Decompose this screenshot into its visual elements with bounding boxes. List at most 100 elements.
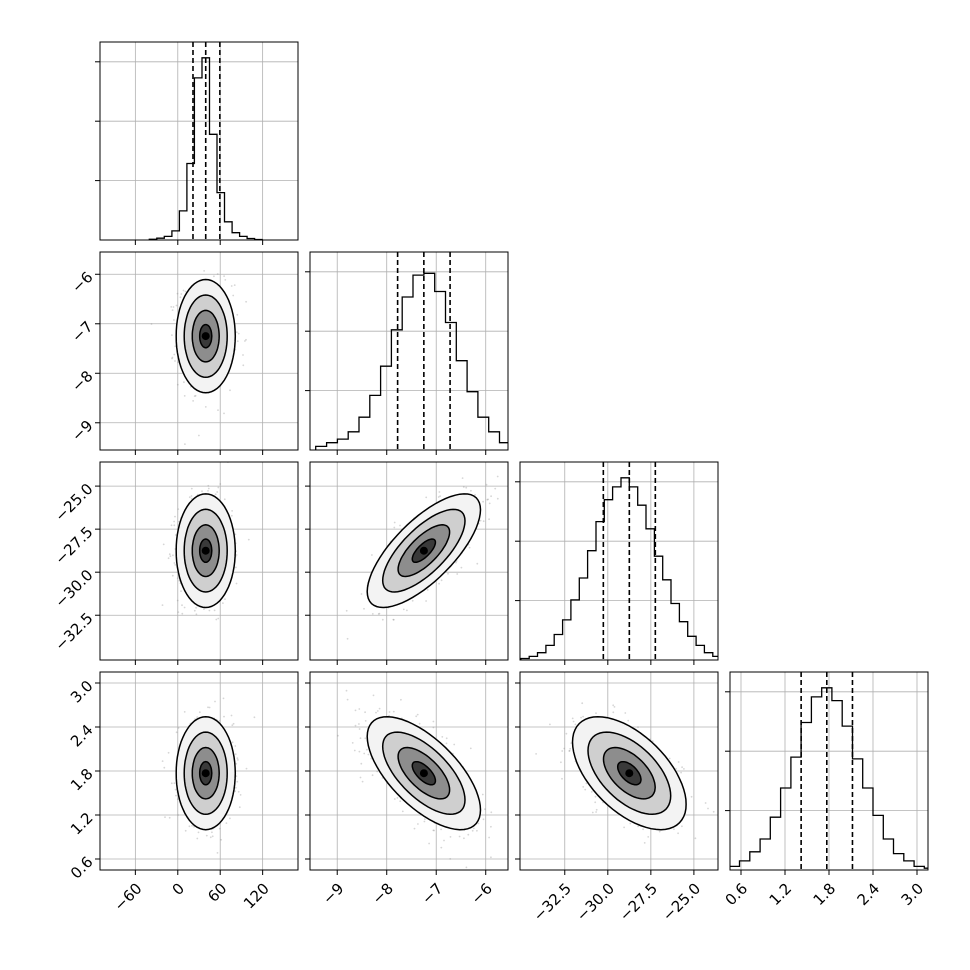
sample-point xyxy=(358,723,360,725)
sample-point xyxy=(222,602,224,604)
sample-point xyxy=(358,750,361,753)
sample-point xyxy=(207,490,209,492)
sample-point xyxy=(161,604,164,606)
sample-point xyxy=(211,835,214,838)
sample-point xyxy=(565,732,568,735)
y-tick-label: 3.0 xyxy=(67,677,97,707)
sample-point xyxy=(220,838,223,841)
sample-point xyxy=(245,300,248,303)
sample-point xyxy=(175,731,178,734)
sample-point xyxy=(176,292,179,295)
sample-point xyxy=(247,538,250,541)
sample-point xyxy=(535,753,537,755)
sample-point xyxy=(231,741,234,744)
sample-point xyxy=(171,574,174,577)
sample-point xyxy=(174,534,177,536)
sample-point xyxy=(453,743,456,746)
y-tick-label: −6 xyxy=(68,268,96,296)
sample-point xyxy=(359,737,362,740)
panel-frame xyxy=(99,251,299,451)
sample-point xyxy=(351,742,354,744)
sample-point xyxy=(180,590,182,592)
sample-point xyxy=(184,829,187,832)
sample-point xyxy=(568,749,571,752)
sample-point xyxy=(234,786,237,789)
sample-point xyxy=(208,609,211,612)
sample-point xyxy=(213,609,216,612)
sample-point xyxy=(363,607,365,610)
sample-point xyxy=(177,361,179,364)
sample-point xyxy=(223,275,226,277)
y-tick-label: −8 xyxy=(68,367,96,395)
sample-point xyxy=(680,771,682,774)
sample-point xyxy=(438,582,440,585)
sample-point xyxy=(188,825,191,828)
sample-point xyxy=(582,786,585,788)
x-tick-label: −8 xyxy=(369,880,397,908)
sample-point xyxy=(168,816,171,819)
sample-point xyxy=(176,599,179,602)
sample-point xyxy=(367,753,370,756)
sample-point xyxy=(581,702,584,705)
sample-point xyxy=(468,546,471,549)
sample-point xyxy=(371,774,374,777)
sample-point xyxy=(377,613,380,615)
sample-point xyxy=(179,296,182,299)
sample-point xyxy=(177,611,180,613)
sample-point xyxy=(216,491,219,493)
sample-point xyxy=(440,579,443,582)
sample-point xyxy=(361,780,364,783)
sample-point xyxy=(193,609,196,612)
sample-point xyxy=(612,704,615,707)
sample-point xyxy=(209,836,212,839)
sample-point xyxy=(371,554,373,556)
sample-point xyxy=(236,340,239,343)
sample-point xyxy=(193,395,196,397)
sample-point xyxy=(647,836,650,838)
sample-point xyxy=(572,720,575,723)
sample-point xyxy=(176,798,179,801)
sample-point xyxy=(411,599,414,602)
sample-point xyxy=(415,715,418,718)
sample-point xyxy=(590,791,593,793)
sample-point xyxy=(188,496,191,499)
sample-point xyxy=(462,486,465,488)
y-tick-label: −7 xyxy=(68,318,96,346)
sample-point xyxy=(238,806,241,809)
sample-point xyxy=(570,742,573,744)
sample-point xyxy=(234,753,237,755)
x-tick-label: 0.6 xyxy=(722,880,752,910)
density-peak xyxy=(419,546,428,555)
y-tick-label: −30.0 xyxy=(51,566,96,611)
sample-point xyxy=(613,706,616,708)
sample-point xyxy=(216,273,219,275)
sample-point xyxy=(637,825,639,828)
sample-point xyxy=(191,824,194,827)
panel-3-3: 0.6 1.2 1.8 2.4 3.0 xyxy=(722,671,929,910)
sample-point xyxy=(560,761,562,764)
sample-point xyxy=(447,572,449,575)
sample-point xyxy=(195,606,198,609)
sample-point xyxy=(235,331,238,334)
sample-point xyxy=(413,827,416,830)
sample-point xyxy=(623,826,625,829)
sample-point xyxy=(370,757,373,760)
sample-point xyxy=(594,801,597,804)
panel-frame xyxy=(309,461,509,661)
sample-point xyxy=(668,757,671,760)
sample-point xyxy=(467,833,470,836)
sample-point xyxy=(214,493,217,496)
y-tick-label: −27.5 xyxy=(51,523,96,568)
y-tick-label: −9 xyxy=(68,417,96,445)
sample-point xyxy=(683,768,685,770)
sample-point xyxy=(441,736,444,738)
x-tick-label: 2.4 xyxy=(854,880,884,910)
sample-point xyxy=(201,490,203,493)
sample-point xyxy=(346,698,349,701)
sample-point xyxy=(440,846,443,849)
sample-point xyxy=(171,357,173,360)
sample-point xyxy=(181,612,184,615)
sample-point xyxy=(399,524,401,527)
sample-point xyxy=(681,766,683,769)
sample-point xyxy=(223,412,225,415)
